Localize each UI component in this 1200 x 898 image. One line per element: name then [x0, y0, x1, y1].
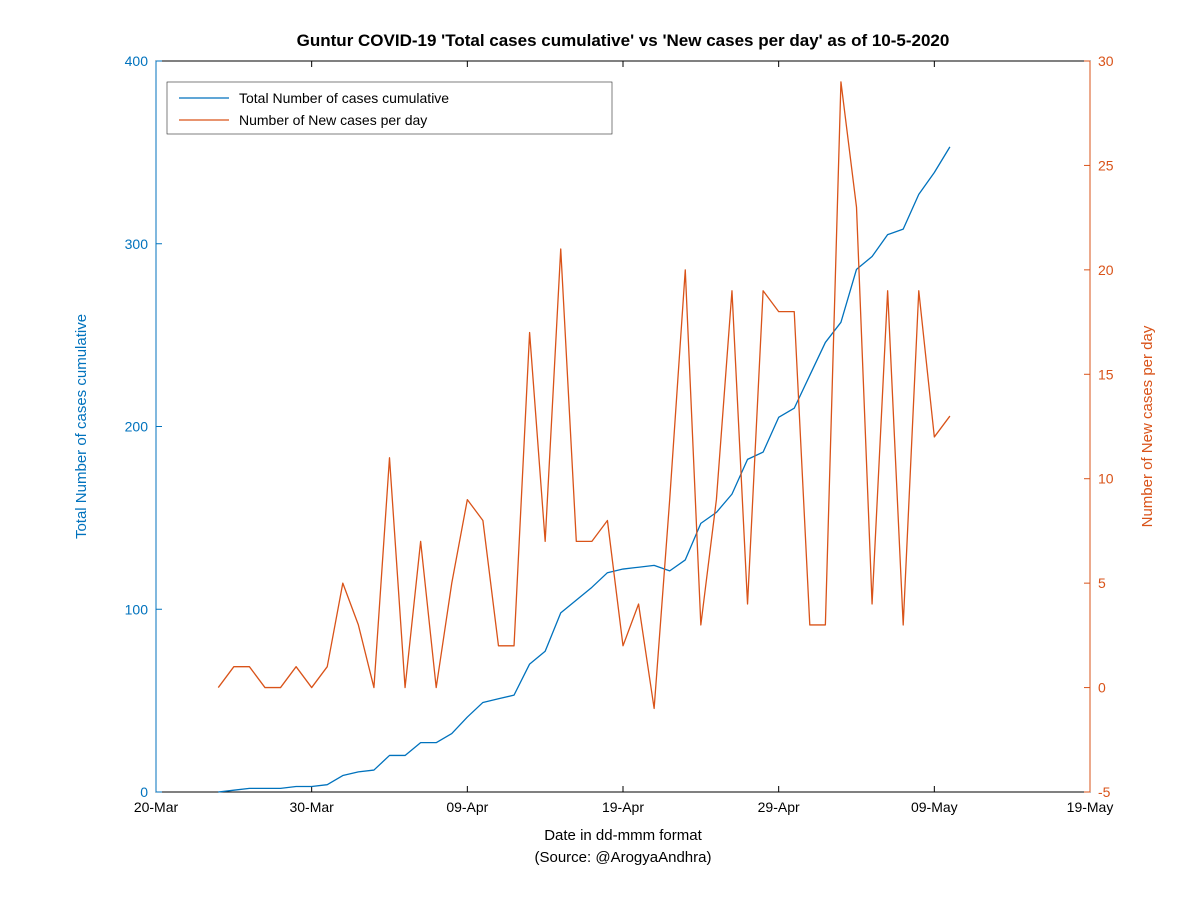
series-cumulative-line	[218, 147, 950, 792]
series-newcases-line	[218, 82, 950, 709]
source-label: (Source: @ArogyaAndhra)	[535, 849, 712, 866]
chart-title: Guntur COVID-19 'Total cases cumulative'…	[297, 31, 950, 50]
y1-tick-label: 0	[140, 784, 148, 800]
x-tick-label: 09-Apr	[446, 799, 488, 815]
y2-tick-label: 0	[1098, 680, 1106, 696]
y2-tick-label: 10	[1098, 471, 1114, 487]
y1-tick-label: 100	[125, 601, 149, 617]
y1-tick-label: 200	[125, 419, 149, 435]
y1-axis-label: Total Number of cases cumulative	[73, 314, 90, 539]
chart-svg: 20-Mar 30-Mar 09-Apr 19-Apr 29-Apr 09-May 19-M…	[0, 0, 1200, 898]
legend-label-2: Number of New cases per day	[239, 112, 427, 128]
y2-tick-label: 15	[1098, 366, 1114, 382]
x-tick-label: 20-Mar	[134, 799, 179, 815]
chart-container: 20-Mar 30-Mar 09-Apr 19-Apr 29-Apr 09-May 19-M…	[0, 0, 1200, 898]
x-axis-label: Date in dd-mmm format	[544, 827, 702, 844]
x-tick-label: 09-May	[911, 799, 958, 815]
y2-tick-label: 5	[1098, 575, 1106, 591]
y2-tick-label: 25	[1098, 157, 1114, 173]
y1-tick-label: 400	[125, 53, 149, 69]
x-tick-label: 19-Apr	[602, 799, 644, 815]
y2-tick-label: -5	[1098, 784, 1111, 800]
y2-tick-label: 20	[1098, 262, 1114, 278]
legend-label-1: Total Number of cases cumulative	[239, 90, 449, 106]
x-tick-label: 29-Apr	[758, 799, 800, 815]
y2-tick-label: 30	[1098, 53, 1114, 69]
x-tick-label: 19-May	[1067, 799, 1114, 815]
y2-axis-label: Number of New cases per day	[1139, 325, 1156, 527]
x-tick-label: 30-Mar	[289, 799, 334, 815]
y1-tick-label: 300	[125, 236, 149, 252]
